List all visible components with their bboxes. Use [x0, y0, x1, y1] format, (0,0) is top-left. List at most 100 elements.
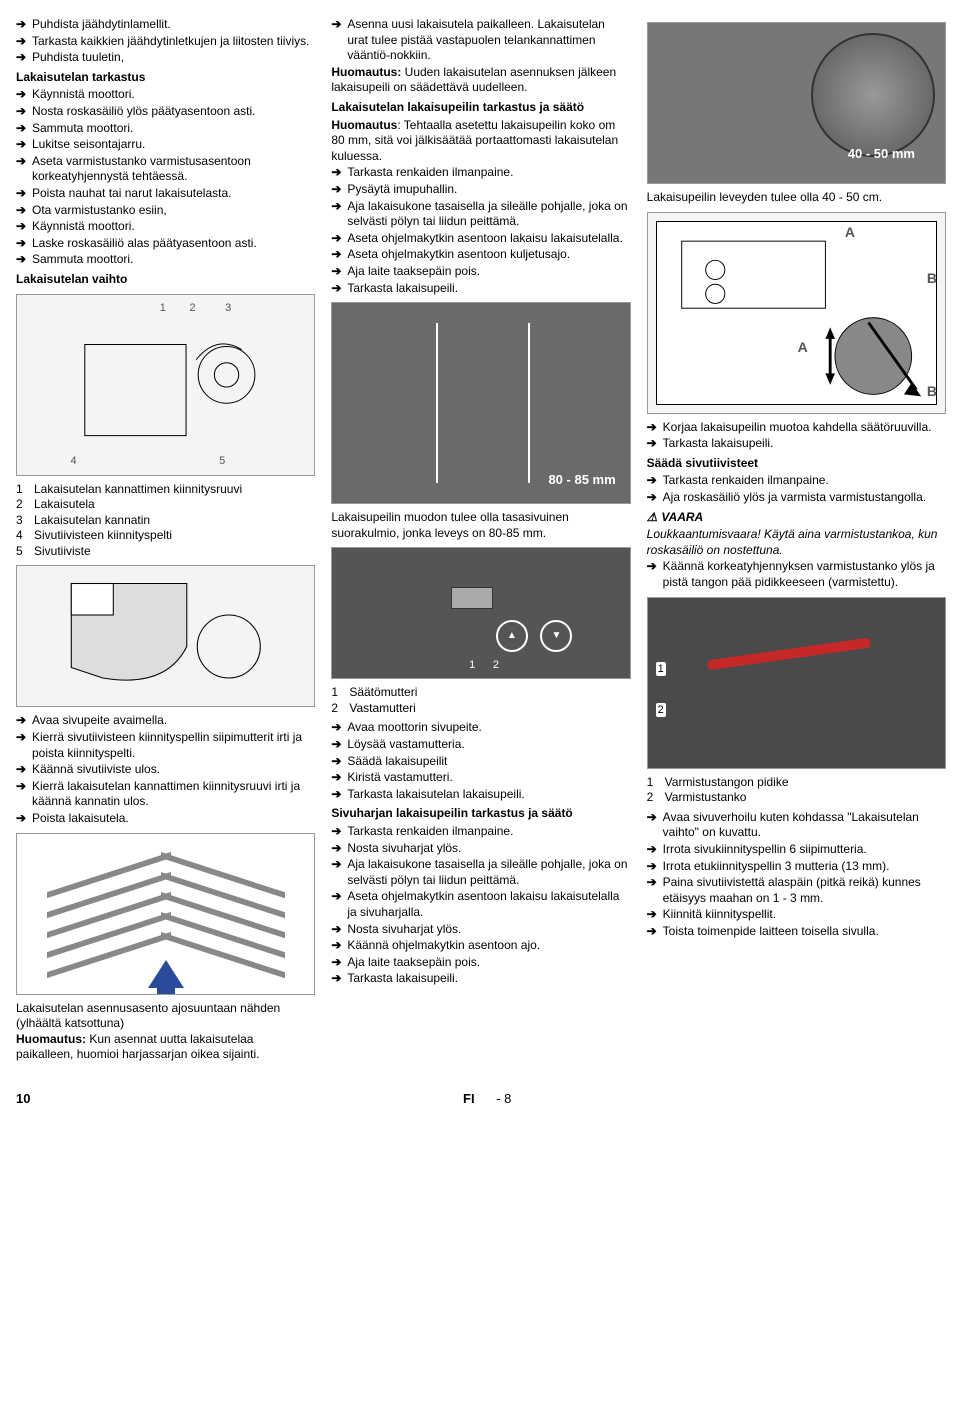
c1-b-item: ➔Kierrä sivutiivisteen kiinnityspellin s…: [16, 730, 313, 761]
photo-safety-rod: 1 2: [647, 597, 946, 769]
arrow-icon: ➔: [647, 810, 663, 841]
arrow-icon: ➔: [331, 841, 347, 857]
page-columns: ➔Puhdista jäähdytinlamellit.➔Tarkasta ka…: [16, 16, 944, 1063]
c1-b-item: ➔Avaa sivupeite avaimella.: [16, 713, 313, 729]
c2-a-item: ➔Aja lakaisukone tasaisella ja sileälle …: [331, 199, 628, 230]
legend-safety-rod: 1Varmistustangon pidike2Varmistustanko: [647, 775, 944, 806]
legend2-row: 2Vastamutteri: [331, 701, 628, 717]
arrow-icon: ➔: [331, 264, 347, 280]
arrow-icon: ➔: [331, 938, 347, 954]
c3-d-item: ➔Toista toimenpide laitteen toisella siv…: [647, 924, 944, 940]
arrow-icon: ➔: [331, 754, 347, 770]
heading-lakaisutelan-vaihto: Lakaisutelan vaihto: [16, 272, 313, 288]
arrow-icon: ➔: [16, 779, 32, 810]
c2-b-item: ➔Löysää vastamutteria.: [331, 737, 628, 753]
c2-a-item: ➔Aseta ohjelmakytkin asentoon kuljetusaj…: [331, 247, 628, 263]
heading-lakaisutelan-tarkastus: Lakaisutelan tarkastus: [16, 70, 313, 86]
note-new-brush: Huomautus: Uuden lakaisutelan asennuksen…: [331, 65, 628, 96]
arrow-icon: ➔: [16, 730, 32, 761]
arrow-icon: ➔: [16, 87, 32, 103]
c1-b-item: ➔Käännä sivutiiviste ulos.: [16, 762, 313, 778]
c2-c-item: ➔Nosta sivuharjat ylös.: [331, 922, 628, 938]
caption-side-brush-width: Lakaisupeilin leveyden tulee olla 40 - 5…: [647, 190, 944, 206]
arrow-icon: ➔: [647, 842, 663, 858]
arrow-icon: ➔: [331, 17, 347, 64]
c2-c-item: ➔Tarkasta renkaiden ilmanpaine.: [331, 824, 628, 840]
note-brush-install: Huomautus: Kun asennat uutta lakaisutela…: [16, 1032, 313, 1063]
arrow-icon: ➔: [331, 737, 347, 753]
page-footer: 10 FI - 8: [16, 1091, 944, 1108]
c3-a-item: ➔Korjaa lakaisupeilin muotoa kahdella sä…: [647, 420, 944, 436]
arrow-icon: ➔: [647, 436, 663, 452]
arrow-icon: ➔: [16, 713, 32, 729]
diagram-side-seal: [16, 565, 315, 707]
c2-c-item: ➔Aja lakaisukone tasaisella ja sileälle …: [331, 857, 628, 888]
c3-a-item: ➔Tarkasta lakaisupeili.: [647, 436, 944, 452]
legend3-row: 2Varmistustanko: [647, 790, 944, 806]
c2-a-item: ➔Aja laite taaksepäin pois.: [331, 264, 628, 280]
warning-text: Loukkaantumisvaara! Käytä aina varmistus…: [647, 527, 944, 558]
arrow-icon: ➔: [647, 924, 663, 940]
legend1-row: 3Lakaisutelan kannatin: [16, 513, 313, 529]
c1-a-item: ➔Nosta roskasäiliö ylös päätyasentoon as…: [16, 104, 313, 120]
diagram-brush-assembly: 1 2 3 4 5: [16, 294, 315, 476]
up-arrow-icon: [148, 960, 184, 988]
c3-d-item: ➔Kiinnitä kiinnityspellit.: [647, 907, 944, 923]
arrow-icon: ➔: [16, 203, 32, 219]
arrow-icon: ➔: [331, 787, 347, 803]
arrow-icon: ➔: [647, 859, 663, 875]
c3-d-item: ➔Paina sivutiivistettä alaspäin (pitkä r…: [647, 875, 944, 906]
arrow-icon: ➔: [331, 182, 347, 198]
column-2: ➔Asenna uusi lakaisutela paikalleen. Lak…: [331, 16, 628, 1063]
c2-a-item: ➔Aseta ohjelmakytkin asentoon lakaisu la…: [331, 231, 628, 247]
legend-adjust-nut: 1Säätömutteri2Vastamutteri: [331, 685, 628, 716]
legend1-row: 4Sivutiivisteen kiinnityspelti: [16, 528, 313, 544]
c2-a-item: ➔Tarkasta lakaisupeili.: [331, 281, 628, 297]
caption-sweep-mirror: Lakaisupeilin muodon tulee olla tasasivu…: [331, 510, 628, 541]
c3-c-item: ➔Käännä korkeatyhjennyksen varmistustank…: [647, 559, 944, 590]
arrow-icon: ➔: [16, 17, 32, 33]
arrow-icon: ➔: [16, 121, 32, 137]
arrow-icon: ➔: [331, 770, 347, 786]
c1-b-item: ➔Kierrä lakaisutelan kannattimen kiinnit…: [16, 779, 313, 810]
c1-top-item: ➔Tarkasta kaikkien jäähdytinletkujen ja …: [16, 34, 313, 50]
arrow-icon: ➔: [16, 811, 32, 827]
diagram-brush-orientation: [16, 833, 315, 995]
arrow-icon: ➔: [647, 875, 663, 906]
c1-a-item: ➔Sammuta moottori.: [16, 121, 313, 137]
c1-a-item: ➔Sammuta moottori.: [16, 252, 313, 268]
arrow-icon: ➔: [331, 231, 347, 247]
arrow-icon: ➔: [16, 252, 32, 268]
arrow-icon: ➔: [647, 490, 663, 506]
arrow-icon: ➔: [331, 165, 347, 181]
c3-d-item: ➔Avaa sivuverhoilu kuten kohdassa "Lakai…: [647, 810, 944, 841]
arrow-icon: ➔: [16, 219, 32, 235]
c1-b-item: ➔Poista lakaisutela.: [16, 811, 313, 827]
legend1-row: 5Sivutiiviste: [16, 544, 313, 560]
diagram-svg: [32, 304, 300, 466]
c2-c-item: ➔Nosta sivuharjat ylös.: [331, 841, 628, 857]
arrow-icon: ➔: [16, 50, 32, 66]
c1-a-item: ➔Poista nauhat tai narut lakaisutelasta.: [16, 186, 313, 202]
legend2-row: 1Säätömutteri: [331, 685, 628, 701]
arrow-icon: ➔: [331, 857, 347, 888]
arrow-icon: ➔: [16, 154, 32, 185]
c2-c-item: ➔Käännä ohjelmakytkin asentoon ajo.: [331, 938, 628, 954]
arrow-icon: ➔: [16, 34, 32, 50]
arrow-icon: ➔: [331, 889, 347, 920]
arrow-icon: ➔: [331, 199, 347, 230]
arrow-icon: ➔: [331, 824, 347, 840]
arrow-icon: ➔: [331, 247, 347, 263]
diagram-svg-2: [32, 573, 300, 699]
arrow-icon: ➔: [331, 971, 347, 987]
c2-c-item: ➔Aja laite taaksepäin pois.: [331, 955, 628, 971]
c2-c-item: ➔Tarkasta lakaisupeili.: [331, 971, 628, 987]
arrow-icon: ➔: [647, 559, 663, 590]
arrow-icon: ➔: [331, 281, 347, 297]
c3-b-item: ➔Tarkasta renkaiden ilmanpaine.: [647, 473, 944, 489]
arrow-icon: ➔: [331, 720, 347, 736]
c2-b-item: ➔Säädä lakaisupeilit: [331, 754, 628, 770]
arrow-icon: ➔: [647, 473, 663, 489]
column-3: 40 - 50 mm Lakaisupeilin leveyden tulee …: [647, 16, 944, 1063]
arrow-icon: ➔: [647, 420, 663, 436]
